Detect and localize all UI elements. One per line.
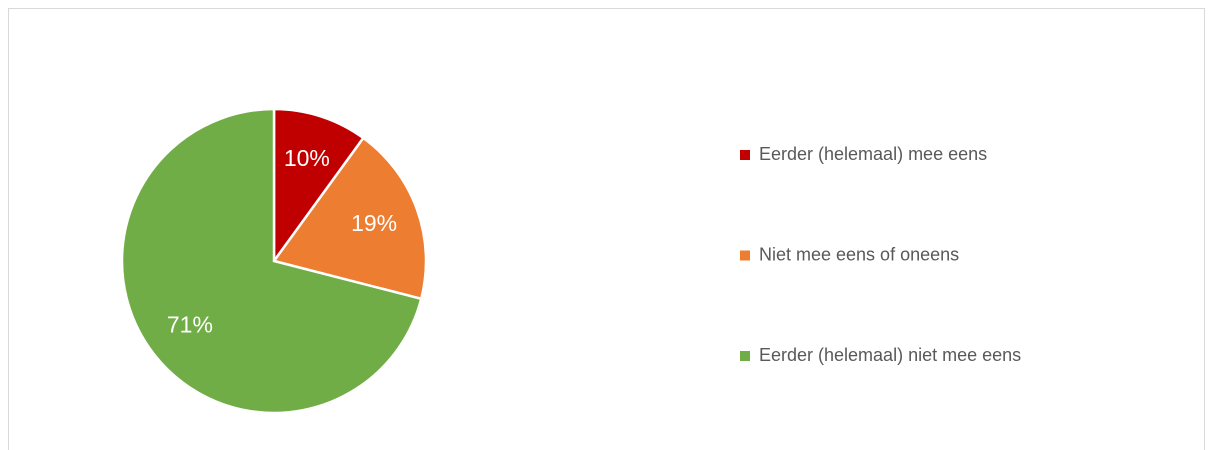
legend-swatch <box>740 250 750 261</box>
legend-label: Eerder (helemaal) mee eens <box>759 144 987 164</box>
legend-label: Eerder (helemaal) niet mee eens <box>759 345 1021 365</box>
data-label: 10% <box>284 145 330 171</box>
data-label: 71% <box>167 311 213 337</box>
data-label: 19% <box>351 210 397 236</box>
pie-slice <box>272 107 366 265</box>
legend-label: Niet mee eens of oneens <box>759 244 959 264</box>
pie-slice <box>271 136 428 301</box>
pie-slice <box>120 107 423 415</box>
legend-swatch <box>740 351 750 361</box>
chart-frame <box>8 8 1205 450</box>
legend-swatch <box>740 150 750 160</box>
